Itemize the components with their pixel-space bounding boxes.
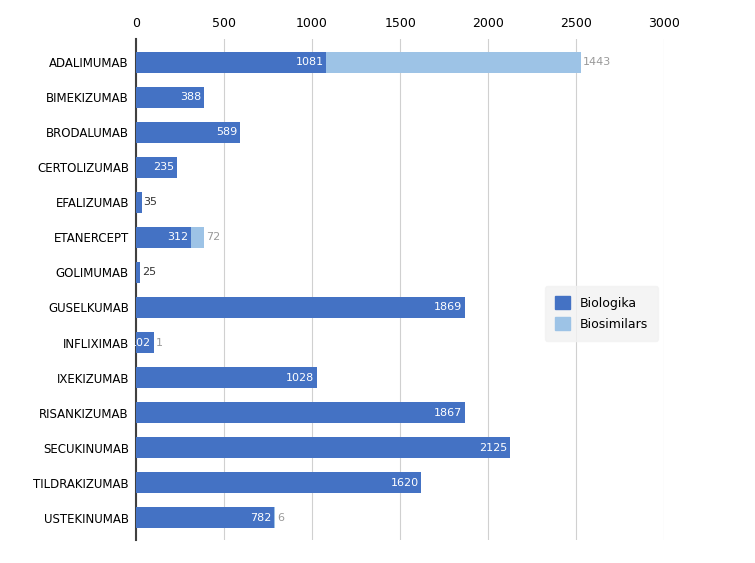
Bar	[136, 227, 191, 248]
Text: 312: 312	[167, 233, 188, 243]
Text: 1867: 1867	[434, 408, 462, 418]
Bar	[136, 87, 205, 108]
Bar	[136, 157, 177, 178]
Text: 2125: 2125	[479, 443, 507, 453]
Bar	[136, 332, 154, 353]
Bar	[136, 402, 465, 423]
Bar	[136, 367, 317, 388]
Text: 1081: 1081	[295, 57, 324, 67]
Bar	[191, 227, 204, 248]
Bar	[136, 192, 142, 213]
Bar	[326, 52, 581, 73]
Bar	[136, 437, 510, 458]
Legend: Biologika, Biosimilars: Biologika, Biosimilars	[545, 286, 658, 341]
Bar	[136, 122, 239, 143]
Text: 235: 235	[153, 162, 174, 172]
Text: 589: 589	[216, 127, 237, 137]
Bar	[136, 297, 465, 318]
Bar	[136, 507, 273, 528]
Bar	[136, 262, 140, 283]
Text: 102: 102	[130, 337, 151, 347]
Text: 6: 6	[277, 513, 284, 522]
Text: 35: 35	[143, 198, 158, 207]
Text: 782: 782	[250, 513, 271, 522]
Text: 1443: 1443	[583, 57, 611, 67]
Text: 1620: 1620	[390, 477, 418, 488]
Text: 1: 1	[156, 337, 163, 347]
Text: 1028: 1028	[286, 373, 314, 382]
Text: 1869: 1869	[434, 302, 463, 312]
Text: 72: 72	[205, 233, 220, 243]
Bar	[136, 472, 421, 493]
Text: 25: 25	[142, 267, 156, 278]
Bar	[136, 52, 326, 73]
Bar	[273, 507, 275, 528]
Text: 388: 388	[180, 92, 202, 102]
